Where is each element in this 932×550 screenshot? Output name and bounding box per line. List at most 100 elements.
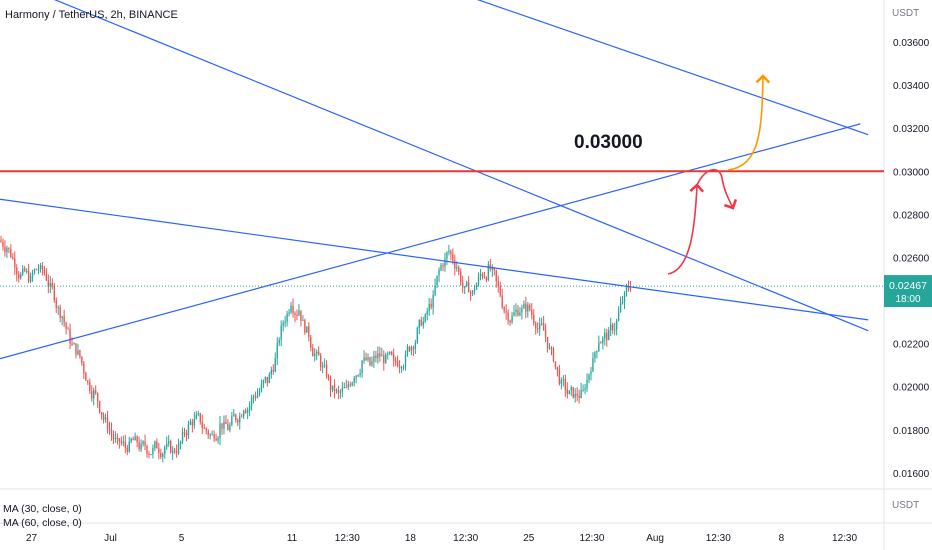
candle-body — [65, 322, 67, 329]
candle-body — [306, 326, 308, 333]
candle-body — [548, 347, 551, 349]
candle-body — [590, 371, 592, 375]
indicator-ma30[interactable]: MA (30, close, 0) — [3, 503, 82, 515]
chart-title[interactable]: Harmony / TetherUS, 2h, BINANCE — [5, 9, 178, 21]
candle-body — [197, 413, 199, 415]
candle-body — [469, 292, 472, 294]
candle-body — [529, 304, 531, 310]
candle-body — [239, 416, 241, 423]
red-arrow-up[interactable] — [667, 183, 705, 275]
candle-body — [615, 320, 618, 330]
candle-body — [365, 357, 367, 360]
orange-arrow-breakout[interactable] — [727, 74, 771, 171]
candle-body — [602, 338, 604, 344]
candle-body — [169, 441, 172, 453]
candle-body — [270, 370, 273, 375]
candle-body — [122, 441, 125, 443]
candle-body — [588, 374, 590, 380]
candle-body — [367, 357, 369, 360]
candle-body — [544, 330, 547, 338]
candle-body — [339, 391, 342, 393]
candle-body — [619, 302, 622, 312]
candle-body — [325, 365, 328, 377]
plot-area[interactable] — [0, 0, 884, 489]
candle-body — [302, 320, 304, 322]
trendline-ascending-support[interactable] — [0, 123, 861, 360]
candle-body — [312, 347, 314, 357]
trendline-descending-resistance-lower[interactable] — [0, 0, 869, 332]
candle-body — [337, 389, 340, 393]
candle-body — [420, 319, 422, 326]
candle-body — [2, 241, 4, 247]
candle-body — [189, 421, 192, 425]
trendline-descending-resistance-upper[interactable] — [395, 0, 869, 136]
candle-body — [428, 303, 430, 311]
candle-body — [416, 327, 419, 343]
candle-body — [75, 343, 77, 355]
candle-body — [290, 305, 292, 313]
candle-body — [35, 269, 38, 271]
candle-body — [20, 274, 22, 279]
candle-body — [51, 283, 53, 286]
candle-body — [373, 356, 375, 362]
candle-body — [464, 286, 466, 288]
candle-body — [49, 283, 52, 287]
candle-body — [260, 384, 263, 392]
candle-body — [201, 421, 203, 428]
candle-body — [546, 337, 549, 349]
candle-body — [106, 417, 109, 429]
candle-body — [41, 265, 44, 270]
candle-body — [600, 342, 602, 344]
candle-body — [284, 321, 286, 324]
candle-body — [454, 260, 456, 269]
candle-body — [183, 432, 186, 434]
candle-body — [233, 414, 235, 417]
candle-body — [108, 428, 111, 430]
x-tick-label: 12:30 — [453, 533, 478, 544]
candle-body — [525, 303, 527, 312]
y-tick-label: 0.03200 — [893, 124, 930, 135]
candle-body — [385, 354, 387, 364]
candle-body — [57, 307, 59, 309]
resistance-level-label: 0.03000 — [574, 132, 643, 153]
candle-body — [16, 267, 18, 275]
candle-body — [452, 253, 454, 261]
candle-body — [162, 454, 164, 458]
time-axis[interactable]: 27 Jul 5 11 12:30 18 12:30 25 12:30 Aug 12:30 8 12:3… — [26, 533, 857, 544]
candle-body — [511, 315, 513, 323]
candle-body — [89, 382, 91, 391]
candle-body — [229, 425, 231, 431]
candle-body — [519, 312, 521, 316]
candle-body — [61, 316, 63, 318]
candle-body — [396, 361, 399, 367]
candle-body — [430, 303, 432, 308]
x-tick-label: 12:30 — [335, 533, 360, 544]
candle-body — [102, 415, 105, 420]
x-tick-label: 12:30 — [706, 533, 731, 544]
candle-body — [483, 276, 486, 278]
trendline-descending-support[interactable] — [0, 198, 869, 321]
last-price-tag: 0.02467 18:00 — [884, 275, 932, 308]
red-arrow-rejection[interactable] — [696, 169, 738, 210]
candle-body — [422, 321, 424, 326]
candle-body — [124, 441, 126, 448]
candle-body — [6, 247, 8, 253]
candle-body — [37, 269, 40, 271]
candle-body — [578, 395, 580, 398]
candle-body — [323, 365, 326, 367]
candle-body — [434, 285, 436, 295]
candle-body — [168, 441, 170, 444]
candle-body — [191, 421, 194, 426]
candle-body — [621, 302, 624, 304]
candle-body — [625, 286, 628, 293]
candle-body — [144, 441, 146, 446]
candle-body — [383, 355, 385, 364]
price-axis[interactable]: 0.03600 0.03400 0.03200 0.03000 0.02800 0.026… — [893, 38, 930, 480]
candle-body — [321, 366, 324, 368]
candle-body — [495, 270, 497, 282]
indicator-ma60[interactable]: MA (60, close, 0) — [3, 517, 82, 529]
candle-body — [527, 304, 529, 312]
candle-body — [440, 265, 442, 270]
y-tick-label: 0.02600 — [893, 253, 930, 264]
